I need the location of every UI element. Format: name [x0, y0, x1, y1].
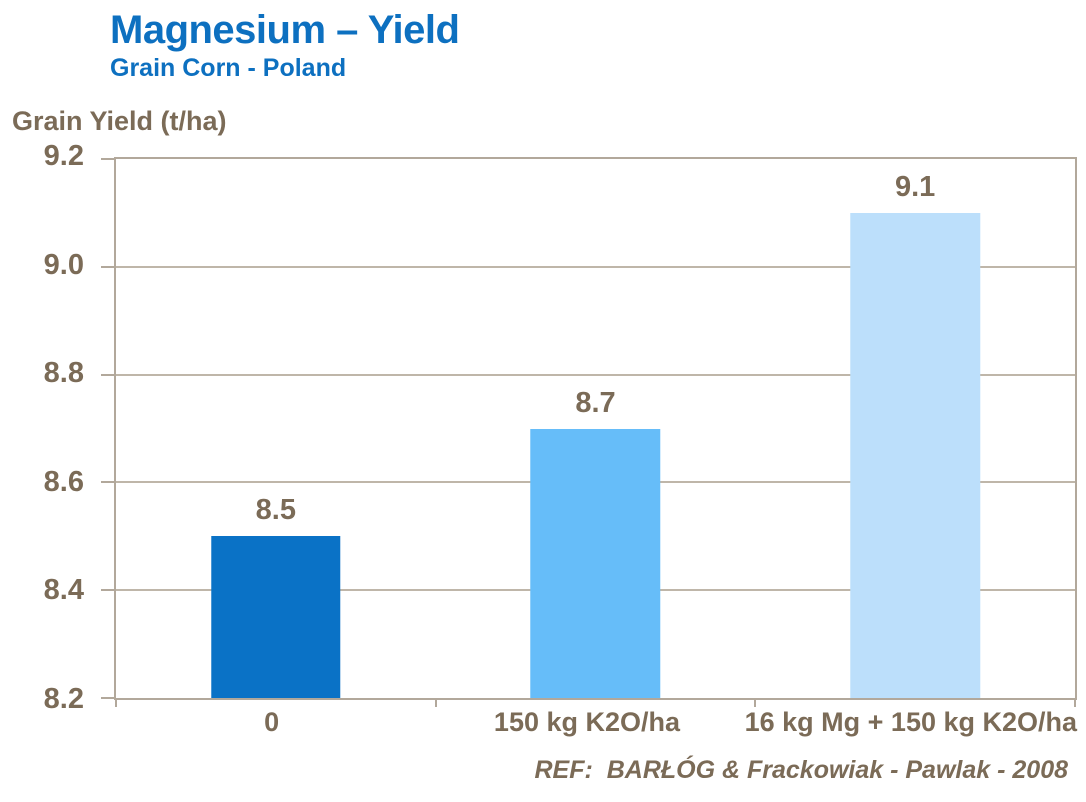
y-axis-tick-label: 8.8 — [43, 357, 84, 390]
x-category-label: 16 kg Mg + 150 kg K2O/ha — [744, 707, 1078, 737]
bar — [850, 212, 980, 698]
y-axis-tick-mark — [101, 373, 114, 376]
y-axis-tick-mark — [101, 481, 114, 484]
x-axis-tick-mark — [754, 698, 757, 707]
y-axis-tick-label: 8.2 — [43, 682, 84, 715]
x-axis-tick-mark — [115, 698, 117, 707]
chart-title: Magnesium – Yield — [110, 8, 460, 52]
y-axis-tick-label: 8.4 — [43, 574, 84, 607]
bar-value-label: 8.7 — [575, 386, 616, 419]
y-axis-tick-mark — [101, 265, 114, 268]
x-axis-tick-mark — [1074, 698, 1076, 707]
y-axis-tick-labels: 9.2 9.0 8.8 8.6 8.4 8.2 — [0, 140, 94, 715]
gridline — [116, 265, 1075, 268]
bar-slot: 8.5 — [116, 159, 436, 698]
y-axis-title: Grain Yield (t/ha) — [12, 106, 227, 136]
plot-area: 8.5 8.7 9.1 — [101, 157, 1077, 707]
bar-value-label: 9.1 — [894, 170, 936, 203]
y-axis-tick-mark — [101, 158, 114, 160]
x-axis-tick-mark — [434, 698, 437, 707]
reference-text: REF: BARŁÓG & Frackowiak - Pawlak - 2008 — [534, 756, 1069, 784]
y-axis-tick-mark — [101, 589, 114, 592]
x-axis-category-labels: 0 150 kg K2O/ha 16 kg Mg + 150 kg K2O/ha — [114, 707, 1077, 738]
chart-header: Magnesium – Yield Grain Corn - Poland — [110, 8, 460, 83]
gridline — [116, 373, 1075, 376]
y-axis-tick-label: 9.0 — [43, 248, 84, 281]
y-axis-tick-mark — [101, 697, 114, 699]
bar-slot: 8.7 — [436, 159, 756, 698]
y-axis-tick-label: 8.6 — [43, 465, 84, 498]
bar-value-label: 8.5 — [255, 494, 296, 527]
bar — [211, 536, 341, 698]
bar — [530, 428, 661, 698]
x-category-label: 0 — [264, 707, 280, 737]
x-category-label: 150 kg K2O/ha — [493, 707, 681, 737]
bar-slot: 9.1 — [755, 159, 1075, 698]
y-axis-tick-label: 9.2 — [43, 139, 84, 172]
chart-subtitle: Grain Corn - Poland — [110, 53, 347, 82]
